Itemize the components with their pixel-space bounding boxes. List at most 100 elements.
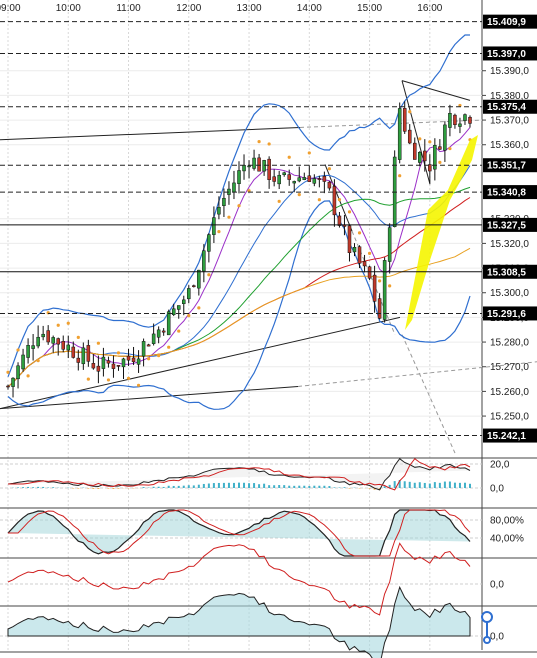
- trendline: [401, 334, 456, 454]
- sar-dot: [106, 378, 111, 382]
- trendline: [401, 80, 471, 101]
- panel-tick-label: 40,00%: [490, 534, 524, 545]
- candle-body: [106, 360, 111, 364]
- time-tick-label: 11:00: [116, 3, 141, 14]
- macd-histogram-bar: [87, 488, 90, 489]
- candle-body: [242, 164, 246, 172]
- price-tag: 15.242,1: [483, 428, 537, 443]
- time-tick-label: 09:00: [0, 3, 21, 14]
- candle-body: [151, 333, 156, 344]
- price-tag-label: 15.397,0: [487, 49, 526, 60]
- panel-tick-label: 0,0: [490, 580, 504, 591]
- sar-dot: [96, 341, 100, 345]
- macd-histogram-bar: [192, 485, 195, 488]
- macd-histogram-bar: [278, 485, 281, 488]
- macd-histogram-bar: [398, 480, 401, 488]
- candle-body: [382, 260, 387, 320]
- panel-tick-label: 20,0: [490, 460, 510, 471]
- sar-dot: [36, 359, 40, 363]
- candle-body: [222, 197, 226, 206]
- panel-tick-label: 0,0: [490, 632, 504, 643]
- candle-body: [282, 172, 286, 175]
- candle-body: [116, 365, 121, 367]
- candle-body: [66, 344, 71, 351]
- trendline: [299, 119, 483, 128]
- oscillator-2-area: [7, 585, 471, 658]
- macd-histogram-bar: [222, 482, 225, 488]
- macd-histogram-bar: [167, 485, 170, 488]
- sar-dot: [287, 155, 291, 159]
- candle-body: [46, 330, 50, 343]
- candle-body: [322, 176, 327, 182]
- candle-body: [192, 285, 196, 287]
- candle-body: [81, 347, 86, 365]
- sar-dot: [56, 323, 60, 327]
- macd-histogram-bar: [227, 482, 230, 488]
- sar-dot: [237, 204, 241, 208]
- price-tag: 15.409,9: [483, 14, 537, 29]
- macd-histogram-bar: [268, 485, 271, 488]
- sar-dot: [418, 137, 422, 141]
- sar-dot: [26, 374, 30, 378]
- macd-histogram-bar: [318, 485, 321, 488]
- candle-body: [337, 215, 342, 226]
- candle-body: [86, 345, 91, 362]
- candle-body: [438, 146, 442, 150]
- sar-dot: [197, 306, 201, 310]
- candle-body: [468, 116, 472, 124]
- price-tag: 15.327,5: [483, 217, 537, 232]
- price-tick-label: 15.360,0: [490, 140, 529, 151]
- time-tick-label: 15:00: [357, 3, 382, 14]
- sar-dot: [458, 103, 462, 108]
- price-tag-label: 15.291,6: [487, 309, 526, 320]
- macd-histogram-bar: [333, 487, 336, 488]
- sar-dot: [337, 198, 342, 202]
- candle-body: [327, 181, 332, 189]
- candle-body: [237, 170, 241, 184]
- price-tag: 15.308,5: [483, 264, 537, 279]
- macd-histogram-bar: [187, 485, 190, 488]
- oscillator-1-line: [7, 542, 471, 616]
- sar-dot: [297, 193, 301, 197]
- highlight-markers: [405, 135, 478, 330]
- price-tag-box: [483, 306, 537, 321]
- candle-body: [126, 355, 131, 361]
- price-tag-label: 15.375,4: [487, 102, 526, 113]
- price-tag-label: 15.327,5: [487, 220, 526, 231]
- price-tag-box: [483, 99, 537, 114]
- sar-dot: [116, 351, 121, 355]
- sar-dot: [388, 284, 392, 288]
- candle-body: [56, 338, 60, 345]
- price-tag-label: 15.340,8: [487, 188, 526, 199]
- price-tag-box: [483, 217, 537, 232]
- price-tag-box: [483, 14, 537, 29]
- sar-dot: [16, 348, 20, 352]
- price-tick-label: 15.260,0: [490, 387, 529, 398]
- macd-histogram-bar: [152, 486, 155, 488]
- macd-histogram-bar: [303, 485, 306, 488]
- price-tag-box: [483, 185, 537, 200]
- macd-histogram-bar: [37, 486, 40, 488]
- macd-histogram-bar: [157, 486, 160, 488]
- sar-dot: [357, 231, 362, 235]
- sar-dot: [367, 251, 372, 255]
- time-tick-label: 12:00: [176, 3, 201, 14]
- candle-body: [182, 299, 186, 304]
- candle-body: [448, 112, 452, 128]
- macd-histogram-bar: [52, 487, 55, 488]
- price-tag-label: 15.242,1: [487, 431, 526, 442]
- macd-histogram-bar: [248, 483, 251, 488]
- price-tag-box: [483, 158, 537, 173]
- candle-body: [407, 129, 412, 144]
- sar-dot: [6, 370, 10, 374]
- candle-body: [101, 356, 106, 369]
- sar-dot: [438, 160, 442, 164]
- axis-control-icon[interactable]: [481, 611, 493, 644]
- sar-dot: [66, 321, 70, 325]
- candle-body: [247, 165, 251, 168]
- macd-histogram-bar: [328, 486, 331, 488]
- candle-body: [96, 365, 101, 372]
- sar-dot: [398, 174, 402, 178]
